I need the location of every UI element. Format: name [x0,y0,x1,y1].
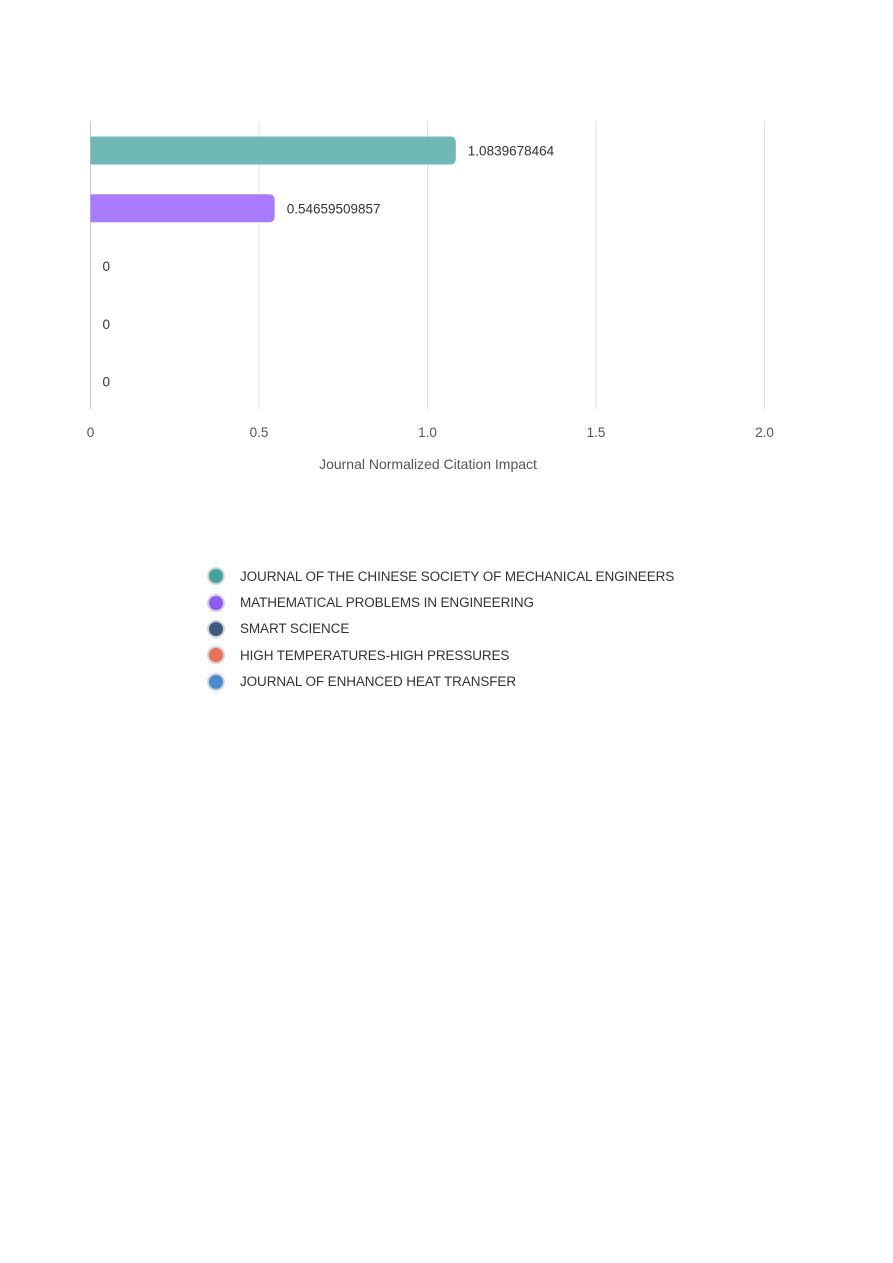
legend-label: JOURNAL OF ENHANCED HEAT TRANSFER [240,674,516,690]
x-tick-label: 1.5 [587,425,606,440]
legend-label: MATHEMATICAL PROBLEMS IN ENGINEERING [240,595,534,611]
data-label: 1.0839678464 [468,144,555,159]
bar-chart: 1.0839678464 0.54659509857 0 0 0 0 0.5 1.0 1.5 2… [87,121,774,472]
legend-label: HIGH TEMPERATURES-HIGH PRESSURES [240,647,510,663]
data-label: 0 [103,317,111,332]
x-axis-ticks: 0 0.5 1.0 1.5 2.0 [87,425,774,440]
bar [90,136,456,165]
bar [90,194,275,223]
data-label: 0.54659509857 [287,201,381,216]
legend-item[interactable]: JOURNAL OF ENHANCED HEAT TRANSFER [207,669,674,695]
x-tick-label: 1.0 [418,425,437,440]
x-tick-label: 2.0 [755,425,774,440]
legend-swatch [207,567,225,586]
legend-item[interactable]: HIGH TEMPERATURES-HIGH PRESSURES [207,642,674,668]
bars [90,136,456,223]
x-axis-title: Journal Normalized Citation Impact [319,456,537,472]
grid-lines [90,121,765,409]
legend-swatch [207,593,225,612]
legend-swatch [207,672,225,691]
legend-swatch [207,619,225,638]
legend-label: SMART SCIENCE [240,621,350,637]
legend-label: JOURNAL OF THE CHINESE SOCIETY OF MECHAN… [240,568,675,584]
legend-swatch [207,646,225,665]
x-tick-label: 0.5 [250,425,269,440]
legend: JOURNAL OF THE CHINESE SOCIETY OF MECHAN… [207,563,674,695]
data-label: 0 [103,375,111,390]
x-tick-label: 0 [87,425,95,440]
legend-item[interactable]: SMART SCIENCE [207,616,674,642]
value-labels: 1.0839678464 0.54659509857 0 0 0 [103,144,555,390]
legend-item[interactable]: MATHEMATICAL PROBLEMS IN ENGINEERING [207,589,674,615]
legend-item[interactable]: JOURNAL OF THE CHINESE SOCIETY OF MECHAN… [207,563,674,589]
data-label: 0 [103,259,111,274]
